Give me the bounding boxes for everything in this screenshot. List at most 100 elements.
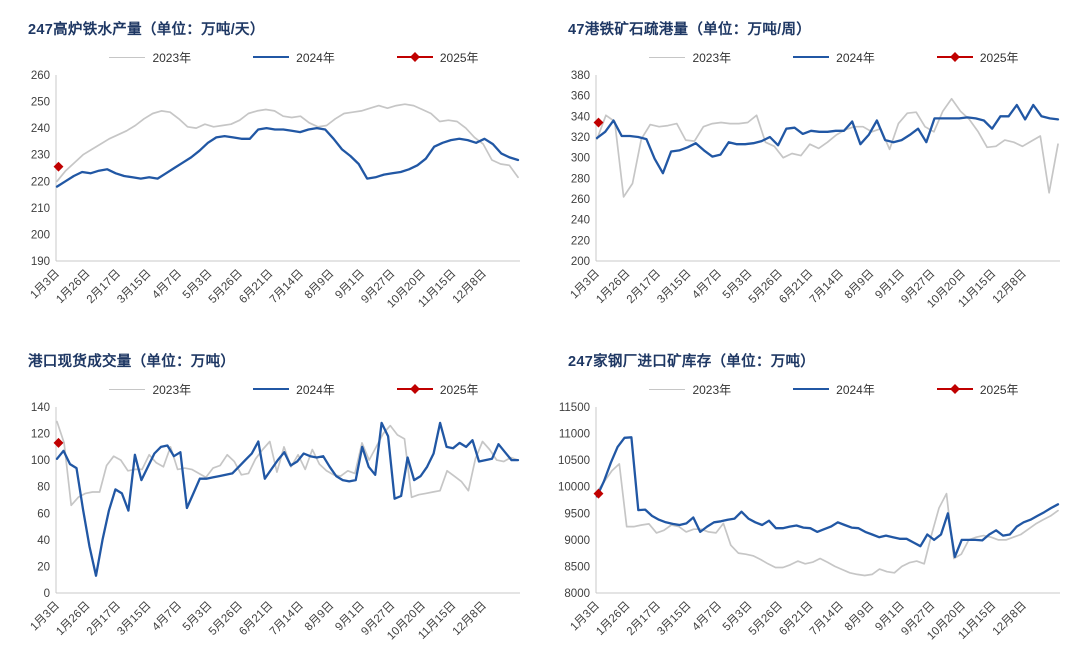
x-tick-label: 7月14日	[268, 268, 306, 306]
legend-item-2024: 2024年	[253, 49, 335, 66]
y-tick-label: 260	[571, 194, 590, 206]
legend-line-sample-2023	[109, 388, 146, 390]
y-tick-label: 80	[37, 482, 50, 494]
line-chart-mill-ore-inventory: 8000850090009500100001050011000115001月3日…	[558, 402, 1060, 642]
y-tick-label: 0	[44, 588, 50, 600]
legend-label-2023: 2023年	[692, 382, 732, 397]
series-2025-diamond-marker	[53, 161, 64, 172]
x-tick-label: 12月8日	[991, 268, 1029, 306]
chart-legend: 2023年 2024年 2025年	[58, 49, 530, 65]
legend-label-2023: 2023年	[692, 50, 732, 65]
legend-line-sample-2023	[649, 388, 686, 390]
y-tick-label: 300	[571, 153, 590, 165]
legend-item-2025: 2025年	[936, 381, 1019, 398]
y-tick-label: 9500	[564, 508, 590, 520]
legend-item-2025: 2025年	[396, 381, 479, 398]
x-tick-label: 8月9日	[843, 600, 877, 634]
legend-item-2024: 2024年	[793, 381, 875, 398]
chart-title: 247高炉铁水产量（单位：万吨/天）	[28, 22, 265, 38]
y-tick-label: 220	[31, 176, 50, 188]
legend-line-sample-2025	[396, 52, 433, 62]
chart-card-mill-ore-inventory: 247家钢厂进口矿库存（单位：万吨） 2023年 2024年 2025年 8000 8…	[540, 332, 1080, 665]
x-tick-label: 12月8日	[451, 600, 489, 638]
legend-line-sample-2024	[253, 388, 290, 390]
x-tick-label: 3月15日	[655, 600, 693, 638]
legend-item-2025: 2025年	[396, 49, 479, 66]
y-tick-label: 120	[31, 429, 50, 441]
series-2025-diamond-marker	[593, 117, 604, 128]
legend-line-sample-2024	[253, 56, 290, 58]
legend-diamond-marker	[949, 52, 960, 62]
chart-card-port-spot-volume: 港口现货成交量（单位：万吨） 2023年 2024年 2025年 0 20 40 60 80…	[0, 332, 540, 665]
y-tick-label: 9000	[564, 535, 590, 547]
legend-item-2023: 2023年	[649, 49, 731, 66]
legend-line-sample-2025	[936, 52, 973, 62]
legend-label-2024: 2024年	[836, 382, 875, 397]
legend-diamond-marker	[409, 384, 420, 394]
legend-line-sample-2024	[793, 388, 830, 390]
legend-item-2023: 2023年	[649, 381, 731, 398]
y-tick-label: 200	[31, 229, 50, 241]
x-tick-label: 3月15日	[115, 600, 153, 638]
series-2024-line	[55, 421, 520, 577]
y-tick-label: 240	[31, 123, 50, 135]
y-tick-label: 320	[571, 132, 590, 144]
legend-line-sample-2025	[396, 384, 433, 394]
legend-item-2025: 2025年	[936, 49, 1019, 66]
line-chart-port-ore-evacuation: 2002202402602803003203403603801月3日1月26日2…	[568, 70, 1060, 310]
x-tick-label: 12月8日	[451, 268, 489, 306]
line-chart-port-spot-volume: 0204060801001201401月3日1月26日2月17日3月15日4月7…	[28, 402, 520, 642]
legend-line-sample-2023	[109, 56, 146, 58]
legend-label-2025: 2025年	[439, 382, 479, 397]
y-tick-label: 20	[37, 561, 50, 573]
series-2024-line	[595, 436, 1060, 559]
y-tick-label: 240	[571, 215, 590, 227]
legend-label-2023: 2023年	[152, 50, 192, 65]
series-2023-line	[596, 463, 1059, 577]
series-2024-line	[595, 103, 1060, 175]
series-2025-diamond-marker	[593, 488, 604, 499]
x-tick-label: 4月7日	[150, 600, 184, 634]
series-2023-line	[596, 97, 1059, 198]
legend-label-2024: 2024年	[296, 382, 335, 397]
x-tick-label: 7月14日	[808, 268, 846, 306]
legend-label-2025: 2025年	[979, 382, 1019, 397]
x-tick-label: 3月15日	[115, 268, 153, 306]
x-tick-label: 4月7日	[690, 268, 724, 302]
y-tick-label: 10000	[558, 482, 590, 494]
legend-label-2024: 2024年	[836, 50, 875, 65]
y-tick-label: 260	[31, 70, 50, 82]
y-tick-label: 250	[31, 97, 50, 109]
y-tick-label: 340	[571, 111, 590, 123]
y-tick-label: 220	[571, 235, 590, 247]
legend-label-2023: 2023年	[152, 382, 192, 397]
chart-card-port-ore-evacuation: 47港铁矿石疏港量（单位：万吨/周） 2023年 2024年 2025年 200 22…	[540, 0, 1080, 332]
legend-label-2025: 2025年	[979, 50, 1019, 65]
y-tick-label: 200	[571, 256, 590, 268]
chart-legend: 2023年 2024年 2025年	[598, 381, 1070, 397]
y-tick-label: 8000	[564, 588, 590, 600]
y-tick-label: 190	[31, 256, 50, 268]
y-tick-label: 280	[571, 173, 590, 185]
x-tick-label: 8月9日	[303, 268, 337, 302]
x-tick-label: 8月9日	[303, 600, 337, 634]
chart-title: 港口现货成交量（单位：万吨）	[28, 354, 236, 370]
y-tick-label: 40	[37, 535, 50, 547]
y-tick-label: 140	[31, 402, 50, 414]
y-tick-label: 360	[571, 91, 590, 103]
legend-diamond-marker	[409, 52, 420, 62]
x-tick-label: 4月7日	[690, 600, 724, 634]
y-tick-label: 60	[37, 508, 50, 520]
x-tick-label: 4月7日	[150, 268, 184, 302]
y-tick-label: 210	[31, 203, 50, 215]
y-tick-label: 11000	[559, 429, 590, 441]
y-tick-label: 100	[31, 455, 50, 467]
legend-diamond-marker	[949, 384, 960, 394]
chart-legend: 2023年 2024年 2025年	[598, 49, 1070, 65]
x-tick-label: 7月14日	[808, 600, 846, 638]
legend-line-sample-2024	[793, 56, 830, 58]
series-2025-diamond-marker	[53, 437, 64, 448]
legend-item-2023: 2023年	[109, 381, 191, 398]
series-2023-line	[56, 103, 519, 183]
